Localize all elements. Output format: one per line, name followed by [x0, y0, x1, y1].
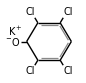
Text: Cl: Cl	[63, 66, 73, 76]
Text: Cl: Cl	[25, 7, 35, 17]
Text: $^{-}$O: $^{-}$O	[5, 36, 20, 47]
Text: Cl: Cl	[63, 7, 73, 17]
Text: Cl: Cl	[25, 66, 35, 76]
Text: K$^+$: K$^+$	[8, 25, 22, 38]
